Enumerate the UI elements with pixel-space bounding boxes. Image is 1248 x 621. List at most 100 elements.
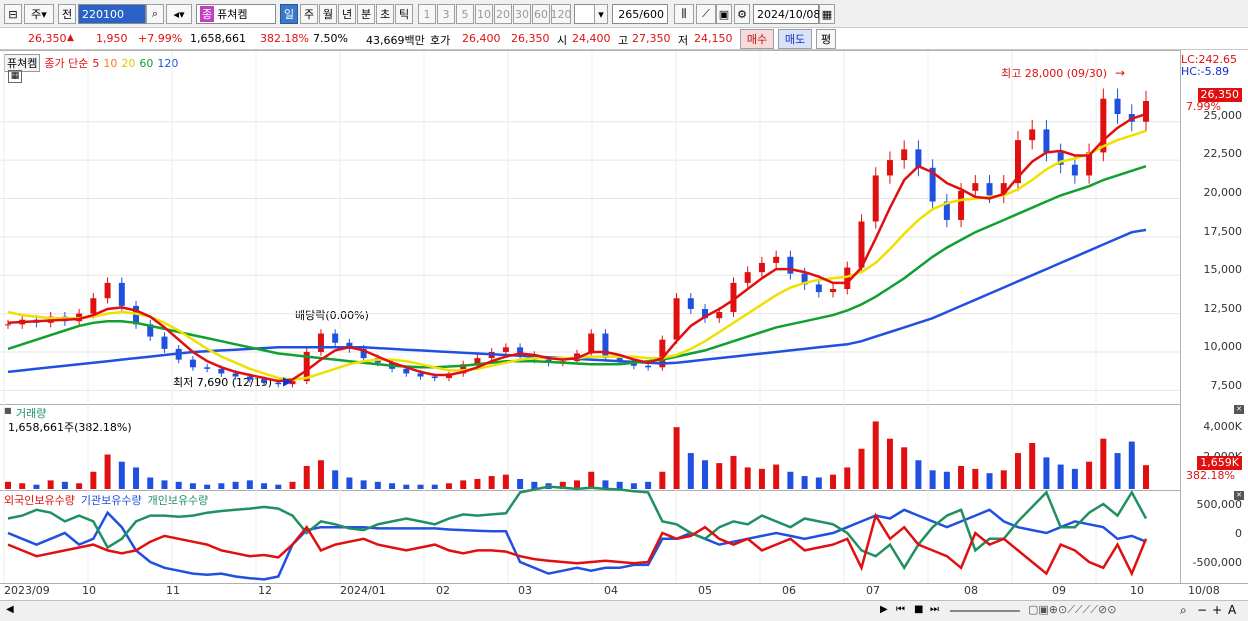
volume-bar xyxy=(943,471,950,489)
chart-canvas[interactable]: →▶ xyxy=(0,0,1180,600)
period-week-tab[interactable]: 주 xyxy=(300,4,318,24)
forward-icon[interactable]: ⏭ xyxy=(930,604,939,615)
max-arrow-icon: → xyxy=(1115,66,1125,80)
turnover-rate: 7.50% xyxy=(313,32,348,45)
candle-body xyxy=(588,333,595,354)
holder-panel[interactable] xyxy=(0,490,1180,583)
volume-bar xyxy=(5,481,11,489)
calendar-icon[interactable]: ▦ xyxy=(819,4,835,24)
scroll-bar[interactable]: ◀ ▶ ⏮ ■ ⏭ ▢▣⊕⊙⟋⟋⟋⟋⊘⊙ ⌕ − + A xyxy=(0,600,1248,621)
volume-bar xyxy=(232,481,239,489)
chevron-down-icon[interactable]: ▾ xyxy=(594,4,608,24)
buy-button[interactable]: 매수 xyxy=(740,29,774,49)
volume-bar xyxy=(204,484,211,489)
volume-bar xyxy=(702,460,709,489)
interval-30[interactable]: 30 xyxy=(513,4,531,24)
holder-legend: 외국인보유수량 기관보유수량 개인보유수량 xyxy=(4,492,208,508)
count-field[interactable]: 265/600 xyxy=(612,4,668,24)
candle-body xyxy=(147,324,154,337)
volume-bar xyxy=(175,481,182,489)
volume-tag: 1,659K xyxy=(1197,456,1242,470)
panel-title[interactable]: 퓨쳐켐 xyxy=(4,54,41,72)
period-year-tab[interactable]: 년 xyxy=(338,4,356,24)
stop-icon[interactable]: ■ xyxy=(914,604,924,615)
volume-bar xyxy=(801,476,808,489)
tool-icons[interactable]: ▢▣⊕⊙⟋⟋⟋⟋⊘⊙ xyxy=(1028,603,1117,616)
candle-body xyxy=(417,373,424,377)
volume-bar xyxy=(332,470,339,489)
candle-body xyxy=(872,175,879,222)
volume-bar xyxy=(958,466,965,489)
volume-bar xyxy=(901,447,908,489)
period-tick-tab[interactable]: 틱 xyxy=(395,4,413,24)
period-month-tab[interactable]: 월 xyxy=(319,4,337,24)
interval-120[interactable]: 120 xyxy=(551,4,572,24)
interval-10[interactable]: 10 xyxy=(475,4,493,24)
interval-60[interactable]: 60 xyxy=(532,4,550,24)
speed-slider[interactable] xyxy=(950,610,1020,612)
volume-bar xyxy=(659,471,666,489)
market-select[interactable]: 주 ▾ xyxy=(24,4,54,24)
candle-body xyxy=(189,359,196,368)
scroll-left-icon[interactable]: ◀ xyxy=(6,604,14,615)
candle-body xyxy=(303,351,310,382)
play-icon[interactable]: ▶ xyxy=(880,604,888,615)
gear-icon[interactable]: ⚙ xyxy=(734,4,750,24)
save-icon[interactable]: ▣ xyxy=(716,4,732,24)
minus-icon[interactable]: − xyxy=(1197,603,1208,617)
volume-bar xyxy=(47,480,54,489)
volume-bar xyxy=(602,480,609,489)
volume-bar xyxy=(630,483,637,489)
plus-icon[interactable]: + xyxy=(1212,603,1223,617)
xlabel-7: 04 xyxy=(604,584,618,597)
stock-code-input[interactable]: 220100 xyxy=(78,4,146,24)
eval-button[interactable]: 평 xyxy=(816,29,836,49)
table-icon[interactable]: ▦ xyxy=(8,70,22,83)
close-icon[interactable]: ✕ xyxy=(1234,405,1244,414)
period-minute-tab[interactable]: 분 xyxy=(357,4,375,24)
interval-20[interactable]: 20 xyxy=(494,4,512,24)
low-price: 24,150 xyxy=(694,32,733,45)
interval-3[interactable]: 3 xyxy=(437,4,455,24)
sell-button[interactable]: 매도 xyxy=(778,29,812,49)
layout-icon[interactable]: ⊟ xyxy=(4,4,22,24)
font-size-icon[interactable]: A xyxy=(1228,603,1237,617)
prev-button[interactable]: 전 xyxy=(58,4,76,24)
price-legend: 퓨쳐켐 종가 단순 5 10 20 60 120 xyxy=(4,54,178,72)
close-icon[interactable]: ✕ xyxy=(1234,491,1244,500)
price-tag: 26,350 xyxy=(1197,88,1242,102)
candle-body xyxy=(232,373,239,377)
zoom-icon[interactable]: ⌕ xyxy=(1180,603,1187,617)
volume-bar xyxy=(474,478,481,489)
volume-bar xyxy=(687,453,694,489)
stock-name-field[interactable]: 종 퓨쳐켐 xyxy=(196,4,276,24)
search-icon[interactable]: ⌕ xyxy=(146,4,164,24)
speaker-icon[interactable]: ◂▾ xyxy=(166,4,192,24)
draw-icon[interactable]: ⟋ xyxy=(696,4,716,24)
min-arrow-icon: ▶ xyxy=(283,374,293,388)
period-second-tab[interactable]: 초 xyxy=(376,4,394,24)
volume-bar xyxy=(1029,443,1036,489)
candle-body xyxy=(502,347,509,352)
volume-bar xyxy=(76,483,83,489)
candle-body xyxy=(958,190,965,220)
xlabel-12: 09 xyxy=(1052,584,1066,597)
rewind-icon[interactable]: ⏮ xyxy=(896,604,905,615)
volume-bar xyxy=(815,477,822,489)
interval-1[interactable]: 1 xyxy=(418,4,436,24)
candle-body xyxy=(289,381,296,385)
date-input[interactable]: 2024/10/08 xyxy=(753,4,820,24)
volume-bar xyxy=(858,448,865,489)
period-day-tab[interactable]: 일 xyxy=(280,4,298,24)
volume-bar xyxy=(303,466,310,489)
ma5-line xyxy=(7,112,1147,383)
volume-bar xyxy=(830,474,837,489)
volume-bar xyxy=(986,473,993,489)
candle-body xyxy=(275,382,282,385)
candle-icon[interactable]: ⫼ xyxy=(674,4,694,24)
interval-5[interactable]: 5 xyxy=(456,4,474,24)
volume-bar xyxy=(289,481,296,489)
legend-institution: 기관보유수량 xyxy=(80,494,142,507)
volume-bar xyxy=(1071,468,1078,489)
candle-body xyxy=(317,333,324,352)
